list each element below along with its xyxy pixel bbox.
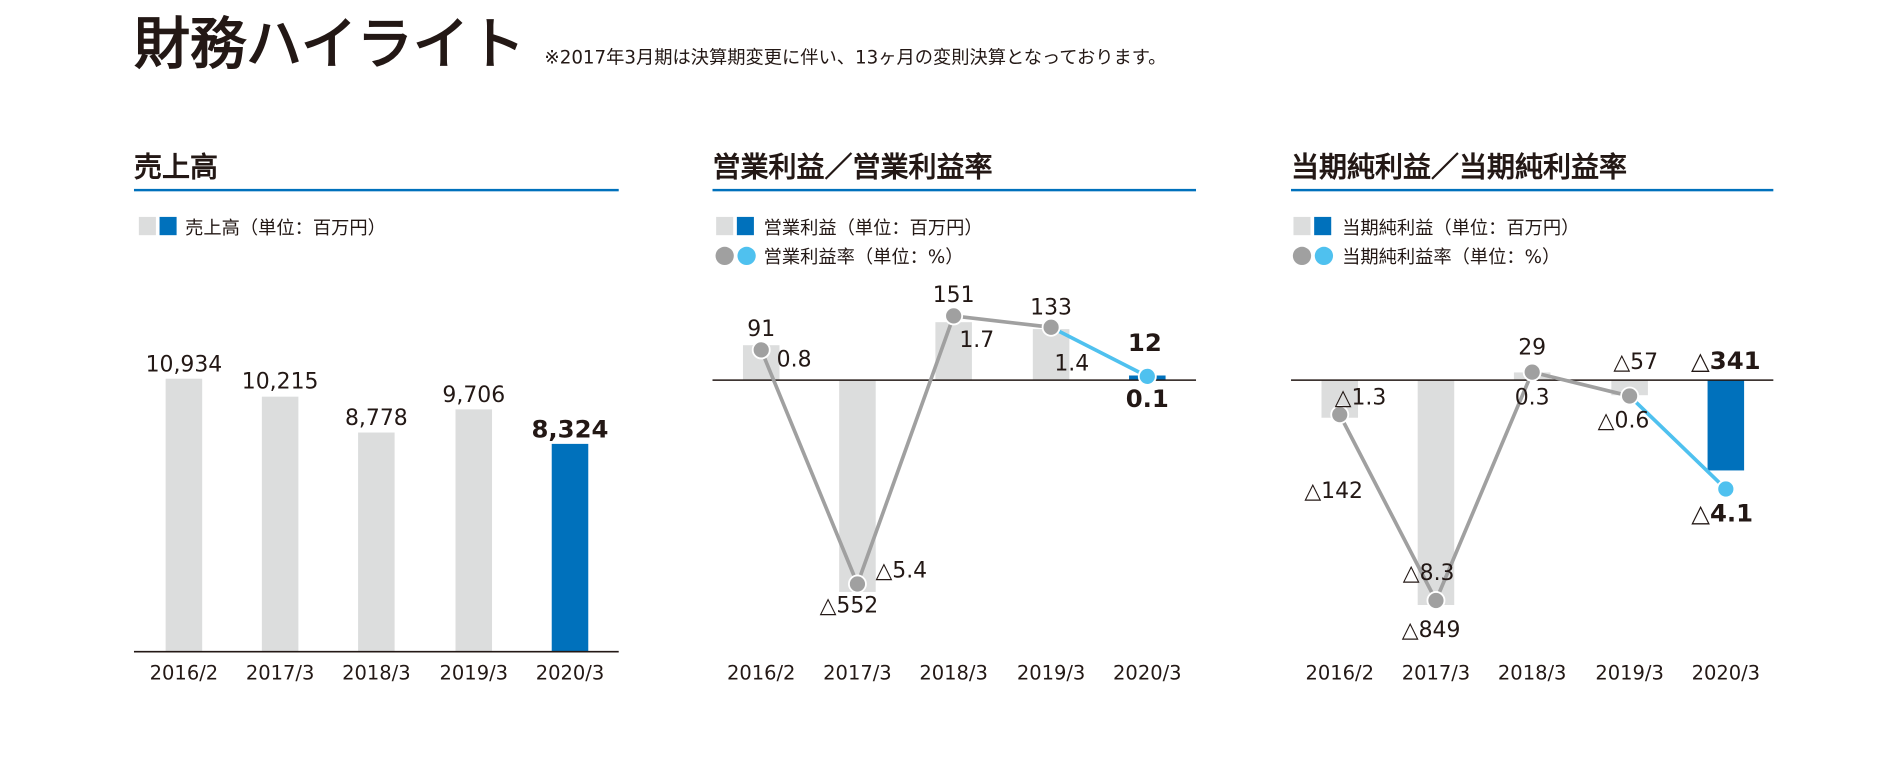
chart-heading: 売上高 bbox=[134, 151, 218, 184]
bar-value-label: △57 bbox=[1613, 350, 1658, 375]
rate-label: 0.3 bbox=[1515, 385, 1550, 410]
legend-swatch-current bbox=[736, 216, 754, 236]
rate-label: 0.1 bbox=[1126, 384, 1169, 413]
bar-value-label: 151 bbox=[933, 283, 975, 308]
bar-2017-3 bbox=[839, 380, 876, 592]
rate-point-2019-3 bbox=[1620, 386, 1640, 406]
legend-label-line: 当期純利益率（単位：%） bbox=[1342, 247, 1560, 268]
chart-heading: 営業利益／営業利益率 bbox=[713, 151, 993, 184]
bar-value-label: 133 bbox=[1030, 295, 1072, 320]
x-tick-label: 2016/2 bbox=[150, 662, 219, 685]
rate-point-2020-3 bbox=[1716, 479, 1736, 499]
bar-2019-3 bbox=[455, 409, 493, 652]
page-title: 財務ハイライト bbox=[134, 12, 525, 77]
bar-2017-3 bbox=[261, 396, 299, 652]
rate-line-segment bbox=[1531, 370, 1631, 398]
rate-label: △8.3 bbox=[1403, 561, 1455, 586]
bar-2016-2 bbox=[165, 378, 203, 652]
legend-swatch-past bbox=[1293, 216, 1311, 236]
rate-point-2020-3 bbox=[1137, 366, 1157, 386]
x-tick-label: 2016/2 bbox=[727, 662, 796, 685]
rate-line-segment bbox=[855, 315, 956, 585]
bar-value-label: △142 bbox=[1304, 479, 1363, 504]
rate-point-2017-3 bbox=[847, 574, 867, 594]
legend-label-bar: 営業利益（単位：百万円） bbox=[764, 218, 983, 239]
rate-line-segment bbox=[953, 314, 1052, 330]
rate-label: △4.1 bbox=[1691, 498, 1753, 527]
bar-value-label: 29 bbox=[1518, 336, 1546, 361]
x-tick-label: 2018/3 bbox=[342, 662, 411, 685]
legend-dot-past bbox=[1292, 246, 1312, 266]
bar-value-label: 8,778 bbox=[345, 406, 408, 431]
x-tick-label: 2017/3 bbox=[1402, 662, 1470, 685]
chart-sales: 売上高 売上高（単位：百万円） 10,934 10,215 8,778 9,706 8,… bbox=[133, 151, 619, 685]
heading-rule bbox=[712, 188, 1197, 192]
x-tick-label: 2017/3 bbox=[246, 662, 315, 685]
bar-value-label: △849 bbox=[1402, 618, 1461, 643]
x-tick-label: 2018/3 bbox=[919, 662, 988, 685]
legend-dot-current bbox=[737, 246, 756, 266]
rate-label: 1.4 bbox=[1054, 351, 1089, 376]
rate-label: △1.3 bbox=[1335, 385, 1387, 410]
legend-dot-past bbox=[715, 246, 734, 266]
chart-operating-profit: 営業利益／営業利益率 営業利益（単位：百万円） 営業利益率（単位：%） 0.8 △… bbox=[712, 151, 1197, 685]
rate-line-segment bbox=[1628, 394, 1728, 491]
heading-rule bbox=[1291, 188, 1774, 192]
rate-point-2016-2 bbox=[1330, 405, 1350, 425]
rate-label: 0.8 bbox=[777, 348, 812, 373]
bar-value-label: 12 bbox=[1128, 328, 1162, 357]
legend-swatch-current bbox=[159, 216, 177, 236]
rate-point-2019-3 bbox=[1041, 317, 1061, 337]
x-tick-label: 2020/3 bbox=[1692, 662, 1761, 685]
rate-point-2018-3 bbox=[944, 306, 964, 326]
x-tick-label: 2019/3 bbox=[1017, 662, 1086, 685]
legend-swatch-past bbox=[138, 216, 156, 236]
legend-label: 売上高（単位：百万円） bbox=[185, 218, 386, 239]
bar-value-label: △341 bbox=[1691, 346, 1761, 375]
bar-2019-3 bbox=[1032, 329, 1070, 381]
rate-label: △5.4 bbox=[875, 558, 927, 583]
legend-swatch-current bbox=[1314, 216, 1332, 236]
rate-label: △0.6 bbox=[1598, 409, 1650, 434]
rate-line-segment bbox=[759, 349, 860, 585]
bar-2020-3 bbox=[1707, 380, 1745, 471]
x-tick-label: 2019/3 bbox=[1595, 662, 1664, 685]
chart-heading: 当期純利益／当期純利益率 bbox=[1291, 151, 1627, 184]
page-note: ※2017年3月期は決算期変更に伴い、13ヶ月の変則決算となっております。 bbox=[544, 47, 1166, 68]
x-tick-label: 2019/3 bbox=[440, 662, 509, 685]
bar-value-label: 8,324 bbox=[531, 414, 608, 443]
rate-line-segment bbox=[1434, 371, 1534, 602]
x-tick-label: 2017/3 bbox=[823, 662, 892, 685]
x-tick-label: 2020/3 bbox=[1113, 662, 1182, 685]
rate-point-2016-2 bbox=[751, 340, 771, 360]
rate-line-segment bbox=[1050, 325, 1149, 378]
rate-line-segment bbox=[1338, 413, 1438, 602]
rate-label: 1.7 bbox=[959, 328, 994, 353]
bar-value-label: 9,706 bbox=[442, 383, 505, 408]
bar-2020-3 bbox=[551, 443, 589, 652]
x-tick-label: 2016/2 bbox=[1305, 662, 1374, 685]
legend-label-line: 営業利益率（単位：%） bbox=[764, 247, 964, 268]
bar-2018-3 bbox=[358, 432, 395, 652]
legend-label-bar: 当期純利益（単位：百万円） bbox=[1342, 218, 1579, 239]
chart-net-income: 当期純利益／当期純利益率 当期純利益（単位：百万円） 当期純利益率（単位：%） … bbox=[1291, 151, 1774, 685]
rate-point-2017-3 bbox=[1426, 591, 1446, 610]
bar-value-label: 91 bbox=[747, 317, 775, 342]
x-tick-label: 2018/3 bbox=[1498, 662, 1567, 685]
legend-dot-current bbox=[1314, 246, 1334, 266]
x-tick-label: 2020/3 bbox=[536, 662, 605, 685]
bar-value-label: 10,934 bbox=[146, 353, 223, 378]
heading-rule bbox=[133, 188, 619, 192]
legend-swatch-past bbox=[716, 216, 734, 236]
bar-value-label: △552 bbox=[820, 594, 879, 619]
rate-point-2018-3 bbox=[1522, 362, 1542, 382]
bar-value-label: 10,215 bbox=[242, 370, 319, 395]
